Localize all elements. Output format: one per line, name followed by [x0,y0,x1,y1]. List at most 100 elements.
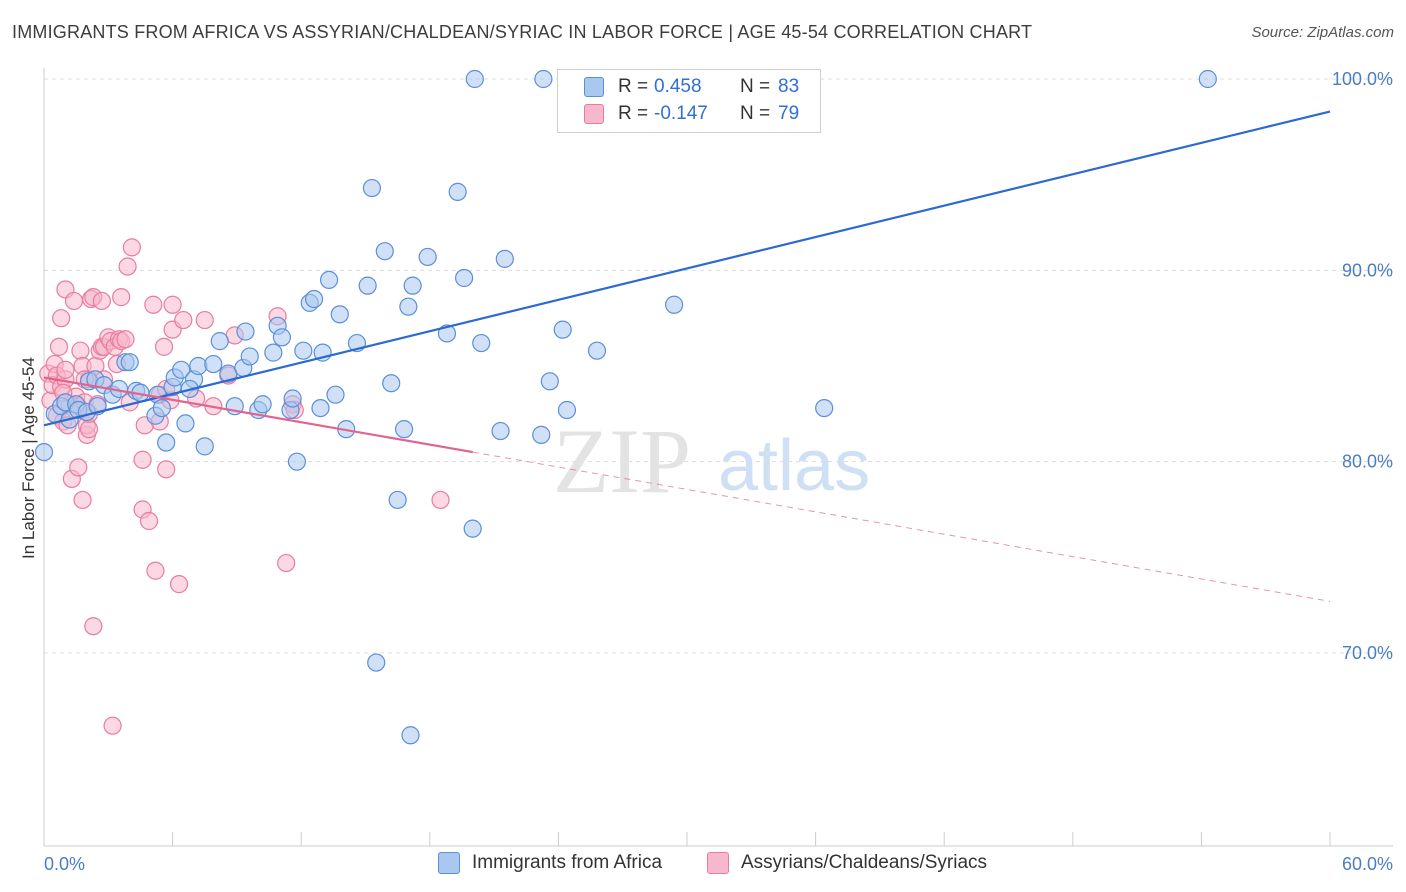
data-point-africa [236,322,255,341]
source-label[interactable]: Source: ZipAtlas.com [1251,24,1394,41]
data-point-africa [367,653,386,672]
data-point-assyrians [52,309,71,328]
trend-line-assyrians-extension [472,451,1331,602]
data-point-africa [210,332,229,351]
data-point-africa [553,320,572,339]
data-point-africa [465,69,484,89]
data-point-africa [472,333,491,353]
data-point-africa [204,354,223,374]
data-point-africa [157,433,176,452]
legend-swatch-africa [584,77,604,97]
data-point-assyrians [71,341,90,360]
y-tick-label: 70.0% [1342,643,1393,663]
legend-n-value: 83 [778,76,800,97]
x-tick-label-min: 0.0% [44,854,85,874]
data-point-assyrians [79,420,99,439]
data-point-africa [418,247,437,267]
trend-line-africa [43,110,1331,427]
data-point-africa [272,328,292,347]
data-point-assyrians [116,330,135,349]
y-tick-label: 80.0% [1342,452,1393,472]
data-point-assyrians [69,458,88,477]
legend-n-value: 79 [778,103,800,124]
data-point-africa [176,414,195,433]
data-point-africa [463,519,482,538]
series-swatch-assyrians [707,852,729,874]
data-point-africa [454,268,474,288]
legend-r-label: R = [618,76,649,97]
data-point-africa [172,360,191,379]
data-point-africa [534,69,553,89]
data-point-africa [437,324,457,343]
data-point-africa [815,398,834,418]
data-point-assyrians [49,337,69,356]
series-assyrians-points [39,238,450,735]
data-point-africa [311,398,330,418]
data-point-africa [401,726,420,745]
data-point-africa [34,443,54,462]
data-point-assyrians [122,238,141,257]
watermark: ZIP atlas [553,410,870,512]
trend-line-assyrians [43,376,473,454]
legend-row-assyrians: R = -0.147 N = 79 [584,102,799,126]
data-point-assyrians [56,360,75,379]
data-point-assyrians [112,288,131,307]
data-point-assyrians [169,575,189,594]
legend-swatch-assyrians [584,104,604,124]
data-point-assyrians [103,716,122,735]
data-point-africa [448,182,467,201]
data-point-assyrians [118,257,137,276]
data-point-assyrians [139,511,159,531]
data-point-assyrians [92,291,111,311]
series-legend: Immigrants from Africa Assyrians/Chaldea… [0,852,1406,878]
trend-lines [43,110,1331,602]
series-legend-africa[interactable]: Immigrants from Africa [438,852,662,874]
legend-n-label: N = [740,103,771,124]
data-point-assyrians [431,490,450,510]
data-point-assyrians [163,295,182,314]
data-point-africa [287,452,307,471]
series-swatch-africa [438,852,460,874]
watermark-atlas: atlas [718,426,870,506]
data-point-africa [319,270,339,289]
data-point-africa [326,385,345,404]
data-point-assyrians [154,337,174,356]
data-point-africa [152,398,171,418]
data-point-africa [587,341,607,360]
legend-r-value: -0.147 [654,103,708,124]
x-tick-label-max: 60.0% [1342,854,1393,874]
data-point-africa [495,249,514,268]
y-axis-label: In Labor Force | Age 45-54 [19,357,38,559]
data-point-assyrians [157,460,176,479]
series-africa-points [34,69,1217,745]
data-point-africa [264,343,283,362]
data-point-assyrians [277,553,296,573]
data-point-africa [394,420,414,439]
data-point-africa [120,353,139,372]
data-point-africa [665,295,684,314]
data-point-africa [382,374,401,393]
data-point-assyrians [144,295,163,314]
legend-row-africa: R = 0.458 N = 83 [584,75,799,99]
data-point-africa [375,242,394,261]
data-point-assyrians [146,561,165,580]
data-point-assyrians [174,310,193,330]
legend-n-label: N = [740,76,771,97]
x-ticks [43,832,1331,846]
series-legend-assyrians[interactable]: Assyrians/Chaldeans/Syriacs [707,852,987,874]
legend-r-value: 0.458 [654,76,702,97]
data-point-africa [540,372,559,391]
data-point-africa [294,341,313,360]
data-point-africa [304,289,324,309]
y-tick-labels: 70.0% 80.0% 90.0% 100.0% [1332,69,1393,663]
y-tick-label: 100.0% [1332,69,1393,89]
data-point-africa [399,297,418,316]
series-legend-label: Immigrants from Africa [472,852,663,873]
watermark-zip: ZIP [553,410,691,512]
data-point-assyrians [64,291,84,311]
data-point-africa [388,490,407,510]
data-point-africa [532,425,551,444]
stats-legend: R = 0.458 N = 83 R = -0.147 N = 79 [557,69,821,133]
data-point-assyrians [133,450,152,469]
